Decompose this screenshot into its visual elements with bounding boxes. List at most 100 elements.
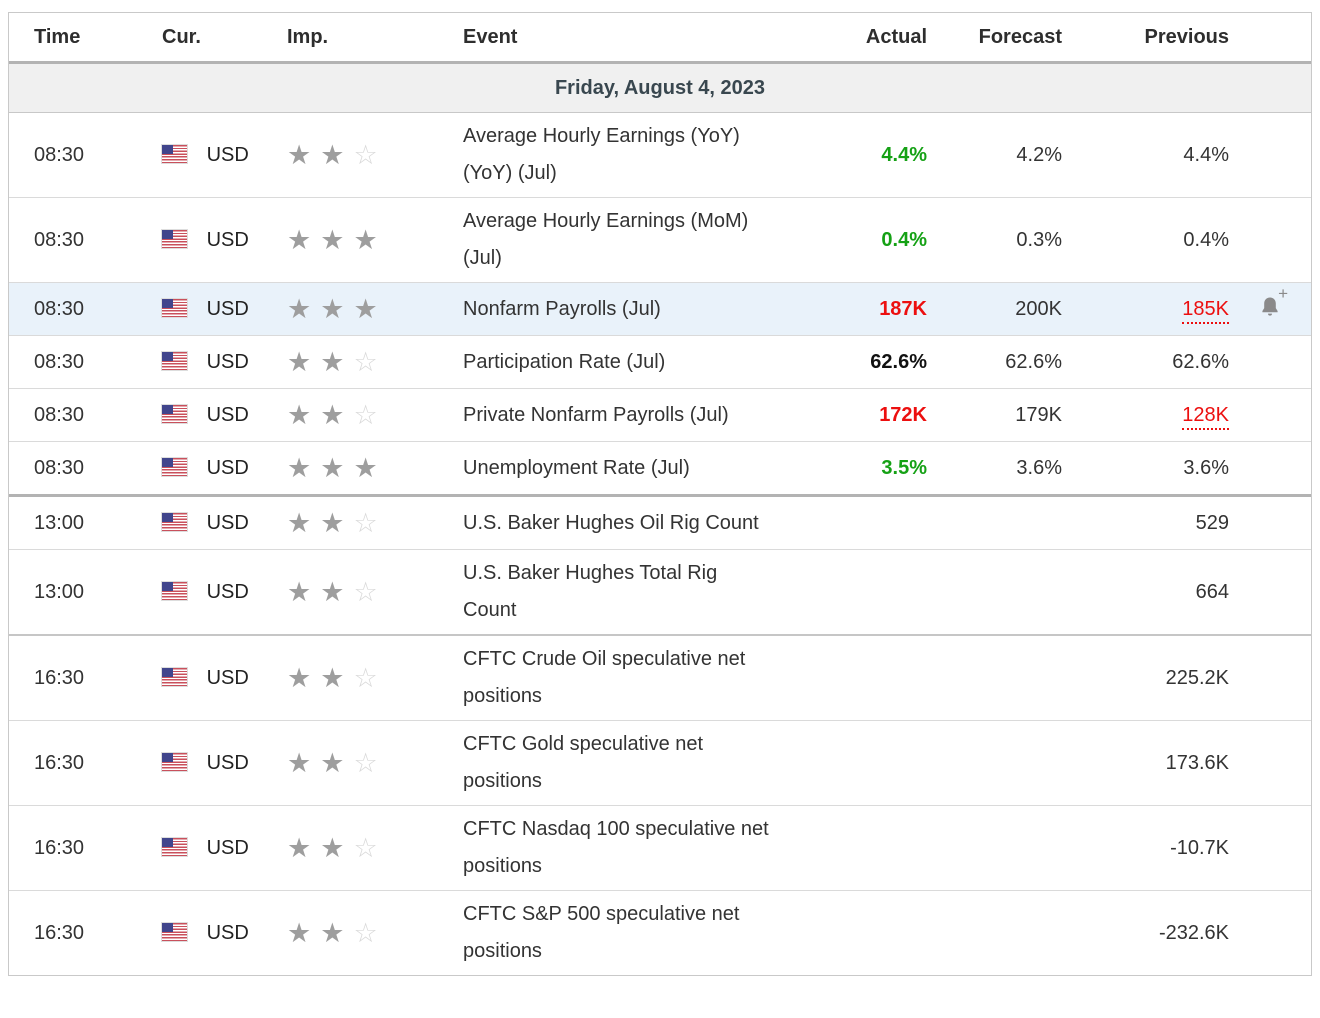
forecast-value: 3.6% [1016, 456, 1062, 479]
column-header-event: Event [463, 25, 518, 48]
currency-label: USD [206, 751, 249, 774]
star-filled-icon: ★ [320, 139, 345, 171]
importance-stars: ★ ★ ★ [285, 294, 463, 325]
importance-stars: ★ ★ ☆ [285, 577, 463, 608]
event-name-link[interactable]: Nonfarm Payrolls (Jul) [463, 297, 661, 320]
table-row: 08:30 USD ★ ★ ★ Average Hourly Earnings (M… [9, 198, 1311, 283]
currency-label: USD [206, 456, 249, 479]
importance-stars: ★ ★ ☆ [285, 918, 463, 949]
event-time: 13:00 [34, 580, 85, 603]
actual-value: 62.6% [870, 350, 927, 373]
star-filled-icon: ★ [353, 452, 378, 484]
star-filled-icon: ★ [287, 747, 312, 779]
add-alert-bell-icon[interactable]: + [1258, 285, 1288, 318]
currency-cell: USD [154, 298, 285, 321]
event-name-link[interactable]: U.S. Baker Hughes Oil Rig Count [463, 511, 759, 534]
table-row: 08:30 USD ★ ★ ☆ Private Nonfarm Payrolls (… [9, 389, 1311, 442]
importance-stars: ★ ★ ☆ [285, 508, 463, 539]
us-flag-icon [161, 403, 188, 424]
currency-cell: USD [154, 512, 285, 535]
actual-value: 172K [879, 403, 927, 426]
currency-label: USD [206, 350, 249, 373]
star-filled-icon: ★ [320, 576, 345, 608]
us-flag-icon [161, 143, 188, 164]
star-filled-icon: ★ [287, 507, 312, 539]
us-flag-icon [161, 228, 188, 249]
star-filled-icon: ★ [287, 452, 312, 484]
star-filled-icon: ★ [287, 139, 312, 171]
event-name-link[interactable]: Average Hourly Earnings (YoY) (YoY) (Jul… [463, 125, 740, 184]
date-header-row: Friday, August 4, 2023 [9, 64, 1311, 113]
event-name-link[interactable]: Private Nonfarm Payrolls (Jul) [463, 403, 729, 426]
table-row: 13:00 USD ★ ★ ☆ U.S. Baker Hughes Oil Rig … [9, 497, 1311, 550]
previous-value[interactable]: 185K [1182, 297, 1229, 324]
previous-value: 173.6K [1165, 751, 1229, 774]
event-name-link[interactable]: CFTC Gold speculative net positions [463, 733, 704, 792]
currency-cell: USD [154, 351, 285, 374]
previous-value: 225.2K [1165, 666, 1229, 689]
event-name-link[interactable]: CFTC S&P 500 speculative net positions [463, 903, 740, 962]
previous-value: 0.4% [1183, 228, 1229, 251]
event-name-link[interactable]: CFTC Nasdaq 100 speculative net position… [463, 818, 769, 877]
plus-icon: + [1278, 284, 1288, 303]
us-flag-icon [161, 456, 188, 477]
currency-label: USD [206, 580, 249, 603]
event-time: 13:00 [34, 511, 85, 534]
previous-value: -10.7K [1170, 836, 1229, 859]
us-flag-icon [161, 580, 188, 601]
column-header-previous: Previous [1144, 25, 1229, 48]
currency-cell: USD [154, 404, 285, 427]
event-time: 08:30 [34, 297, 85, 320]
forecast-value: 4.2% [1016, 143, 1062, 166]
currency-label: USD [206, 297, 249, 320]
star-filled-icon: ★ [287, 224, 312, 256]
currency-label: USD [206, 836, 249, 859]
event-name-link[interactable]: Unemployment Rate (Jul) [463, 456, 690, 479]
event-time: 16:30 [34, 921, 85, 944]
event-time: 16:30 [34, 666, 85, 689]
currency-cell: USD [154, 229, 285, 252]
event-time: 08:30 [34, 456, 85, 479]
event-time: 08:30 [34, 228, 85, 251]
previous-value: 3.6% [1183, 456, 1229, 479]
star-filled-icon: ★ [287, 399, 312, 431]
currency-cell: USD [154, 922, 285, 945]
star-outline-icon: ☆ [353, 139, 378, 171]
alert-cell: + [1229, 285, 1311, 324]
star-filled-icon: ★ [287, 917, 312, 949]
previous-value: 62.6% [1172, 350, 1229, 373]
us-flag-icon [161, 836, 188, 857]
previous-value: -232.6K [1158, 921, 1229, 944]
event-name-link[interactable]: U.S. Baker Hughes Total Rig Count [463, 562, 718, 621]
us-flag-icon [161, 297, 188, 318]
event-time: 16:30 [34, 836, 85, 859]
star-filled-icon: ★ [320, 224, 345, 256]
event-time: 08:30 [34, 403, 85, 426]
previous-value[interactable]: 128K [1182, 403, 1229, 430]
currency-cell: USD [154, 837, 285, 860]
event-name-link[interactable]: Participation Rate (Jul) [463, 350, 666, 373]
event-name-link[interactable]: CFTC Crude Oil speculative net positions [463, 648, 746, 707]
forecast-value: 62.6% [1005, 350, 1062, 373]
star-filled-icon: ★ [320, 917, 345, 949]
star-outline-icon: ☆ [353, 917, 378, 949]
actual-value: 4.4% [881, 143, 927, 166]
event-name-link[interactable]: Average Hourly Earnings (MoM) (Jul) [463, 210, 749, 269]
table-row: 16:30 USD ★ ★ ☆ CFTC Gold speculative net … [9, 721, 1311, 806]
star-filled-icon: ★ [287, 832, 312, 864]
star-filled-icon: ★ [353, 224, 378, 256]
star-filled-icon: ★ [287, 293, 312, 325]
currency-cell: USD [154, 752, 285, 775]
importance-stars: ★ ★ ☆ [285, 663, 463, 694]
table-header-row: Time Cur. Imp. Event Actual Forecast Pre… [9, 13, 1311, 64]
currency-cell: USD [154, 581, 285, 604]
star-filled-icon: ★ [320, 747, 345, 779]
currency-cell: USD [154, 457, 285, 480]
table-row: 16:30 USD ★ ★ ☆ CFTC Nasdaq 100 speculativ… [9, 806, 1311, 891]
forecast-value: 179K [1015, 403, 1062, 426]
us-flag-icon [161, 350, 188, 371]
star-filled-icon: ★ [320, 662, 345, 694]
table-row: 08:30 USD ★ ★ ★ Unemployment Rate (Jul) 3.… [9, 442, 1311, 497]
star-outline-icon: ☆ [353, 399, 378, 431]
table-row: 16:30 USD ★ ★ ☆ CFTC S&P 500 speculative n… [9, 891, 1311, 975]
